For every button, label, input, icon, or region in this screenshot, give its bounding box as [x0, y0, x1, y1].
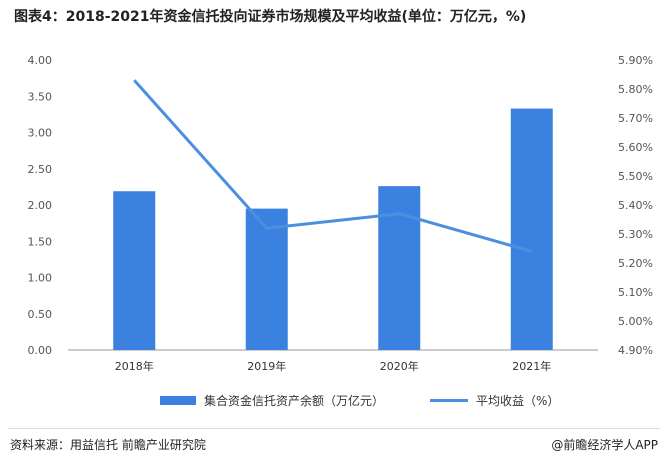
right-tick-label: 5.90% [618, 54, 653, 67]
legend-bar-swatch [160, 396, 196, 405]
bar-series [113, 108, 553, 350]
chart: 0.00 0.50 1.00 1.50 2.00 2.50 3.00 3.50 4.00 4.9… [28, 54, 653, 373]
legend-item-bar: 集合资金信托资产余额（万亿元） [160, 392, 384, 409]
right-tick-label: 5.50% [618, 170, 653, 183]
left-tick-label: 4.00 [28, 54, 53, 67]
left-tick-label: 3.50 [28, 90, 53, 103]
left-tick-label: 2.00 [28, 199, 53, 212]
right-tick-label: 5.40% [618, 199, 653, 212]
right-tick-label: 5.20% [618, 257, 653, 270]
line-series [133, 79, 533, 253]
legend-item-line: 平均收益（%） [430, 392, 559, 409]
legend-line-label: 平均收益（%） [476, 394, 560, 408]
right-tick-label: 5.70% [618, 112, 653, 125]
legend-bar-label: 集合资金信托资产余额（万亿元） [204, 394, 385, 408]
left-tick-label: 0.50 [28, 308, 53, 321]
footer-divider [8, 428, 660, 429]
average-yield-line [133, 79, 533, 253]
bar [378, 186, 421, 350]
bar [113, 191, 156, 350]
category-label: 2021年 [512, 359, 551, 373]
left-tick-label: 1.50 [28, 235, 53, 248]
left-tick-label: 2.50 [28, 163, 53, 176]
bar [245, 208, 288, 350]
chart-title: 图表4：2018-2021年资金信托投向证券市场规模及平均收益(单位：万亿元，%… [14, 9, 527, 25]
right-tick-label: 5.80% [618, 83, 653, 96]
bar [510, 108, 553, 350]
category-label: 2020年 [380, 359, 419, 373]
legend-line-swatch [430, 399, 469, 402]
category-label: 2018年 [115, 359, 154, 373]
legend: 集合资金信托资产余额（万亿元） 平均收益（%） [160, 392, 605, 409]
right-axis: 4.90% 5.00% 5.10% 5.20% 5.30% 5.40% 5.50% 5.60%… [618, 54, 653, 357]
left-tick-label: 0.00 [28, 344, 53, 357]
source-note: 资料来源：用益信托 前瞻产业研究院 [10, 438, 206, 452]
x-axis-labels: 2018年 2019年 2020年 2021年 [115, 359, 552, 373]
right-tick-label: 5.60% [618, 141, 653, 154]
left-axis: 0.00 0.50 1.00 1.50 2.00 2.50 3.00 3.50 4.00 [28, 54, 53, 357]
brand-credit: @前瞻经济学人APP [551, 438, 658, 452]
left-tick-label: 1.00 [28, 272, 53, 285]
right-tick-label: 4.90% [618, 344, 653, 357]
category-label: 2019年 [247, 359, 286, 373]
right-tick-label: 5.10% [618, 286, 653, 299]
right-tick-label: 5.00% [618, 315, 653, 328]
left-tick-label: 3.00 [28, 127, 53, 140]
right-tick-label: 5.30% [618, 228, 653, 241]
